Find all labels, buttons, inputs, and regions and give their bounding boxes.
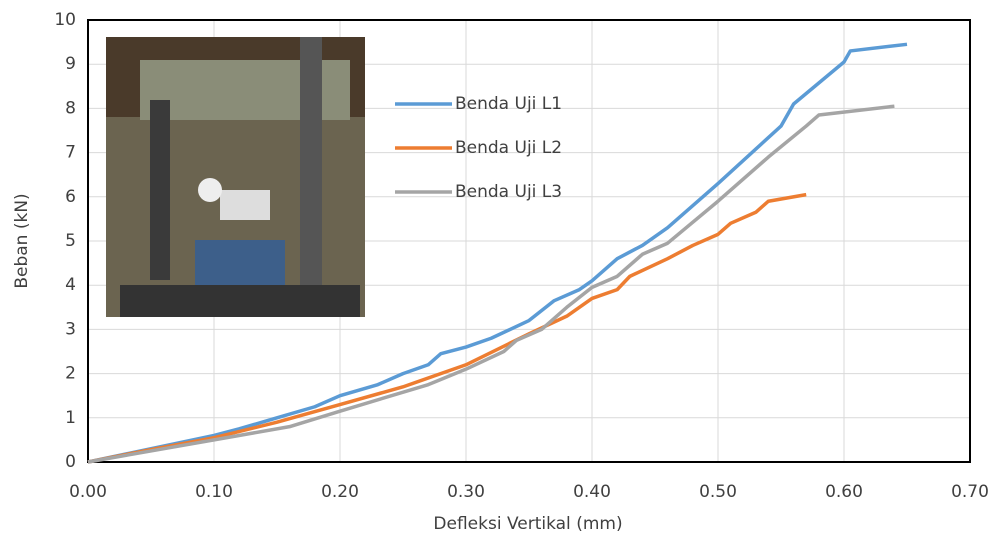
y-tick-label: 0 bbox=[65, 452, 76, 472]
x-tick-label: 0.00 bbox=[69, 482, 107, 502]
x-tick-label: 0.50 bbox=[699, 482, 737, 502]
x-tick-label: 0.70 bbox=[951, 482, 989, 502]
y-tick-label: 1 bbox=[65, 408, 76, 428]
data-line bbox=[87, 192, 807, 464]
y-tick-label: 9 bbox=[65, 54, 76, 74]
x-tick-label: 0.20 bbox=[321, 482, 359, 502]
y-tick-label: 2 bbox=[65, 364, 76, 384]
x-tick-label: 0.40 bbox=[573, 482, 611, 502]
y-tick-label: 10 bbox=[54, 10, 76, 30]
y-tick-label: 5 bbox=[65, 231, 76, 251]
plot-frame bbox=[87, 19, 971, 463]
y-axis-title: Beban (kN) bbox=[12, 193, 32, 288]
data-line bbox=[87, 42, 908, 464]
x-tick-label: 0.60 bbox=[825, 482, 863, 502]
legend-label: Benda Uji L3 bbox=[455, 182, 562, 202]
y-tick-label: 4 bbox=[65, 275, 76, 295]
inset-photo bbox=[106, 37, 365, 317]
x-tick-label: 0.10 bbox=[195, 482, 233, 502]
x-axis-title: Defleksi Vertikal (mm) bbox=[433, 514, 622, 534]
data-line bbox=[87, 104, 895, 464]
y-tick-label: 8 bbox=[65, 98, 76, 118]
x-tick-label: 0.30 bbox=[447, 482, 485, 502]
legend-label: Benda Uji L2 bbox=[455, 138, 562, 158]
y-tick-label: 7 bbox=[65, 143, 76, 163]
y-tick-label: 3 bbox=[65, 319, 76, 339]
y-tick-label: 6 bbox=[65, 187, 76, 207]
legend-label: Benda Uji L1 bbox=[455, 94, 562, 114]
